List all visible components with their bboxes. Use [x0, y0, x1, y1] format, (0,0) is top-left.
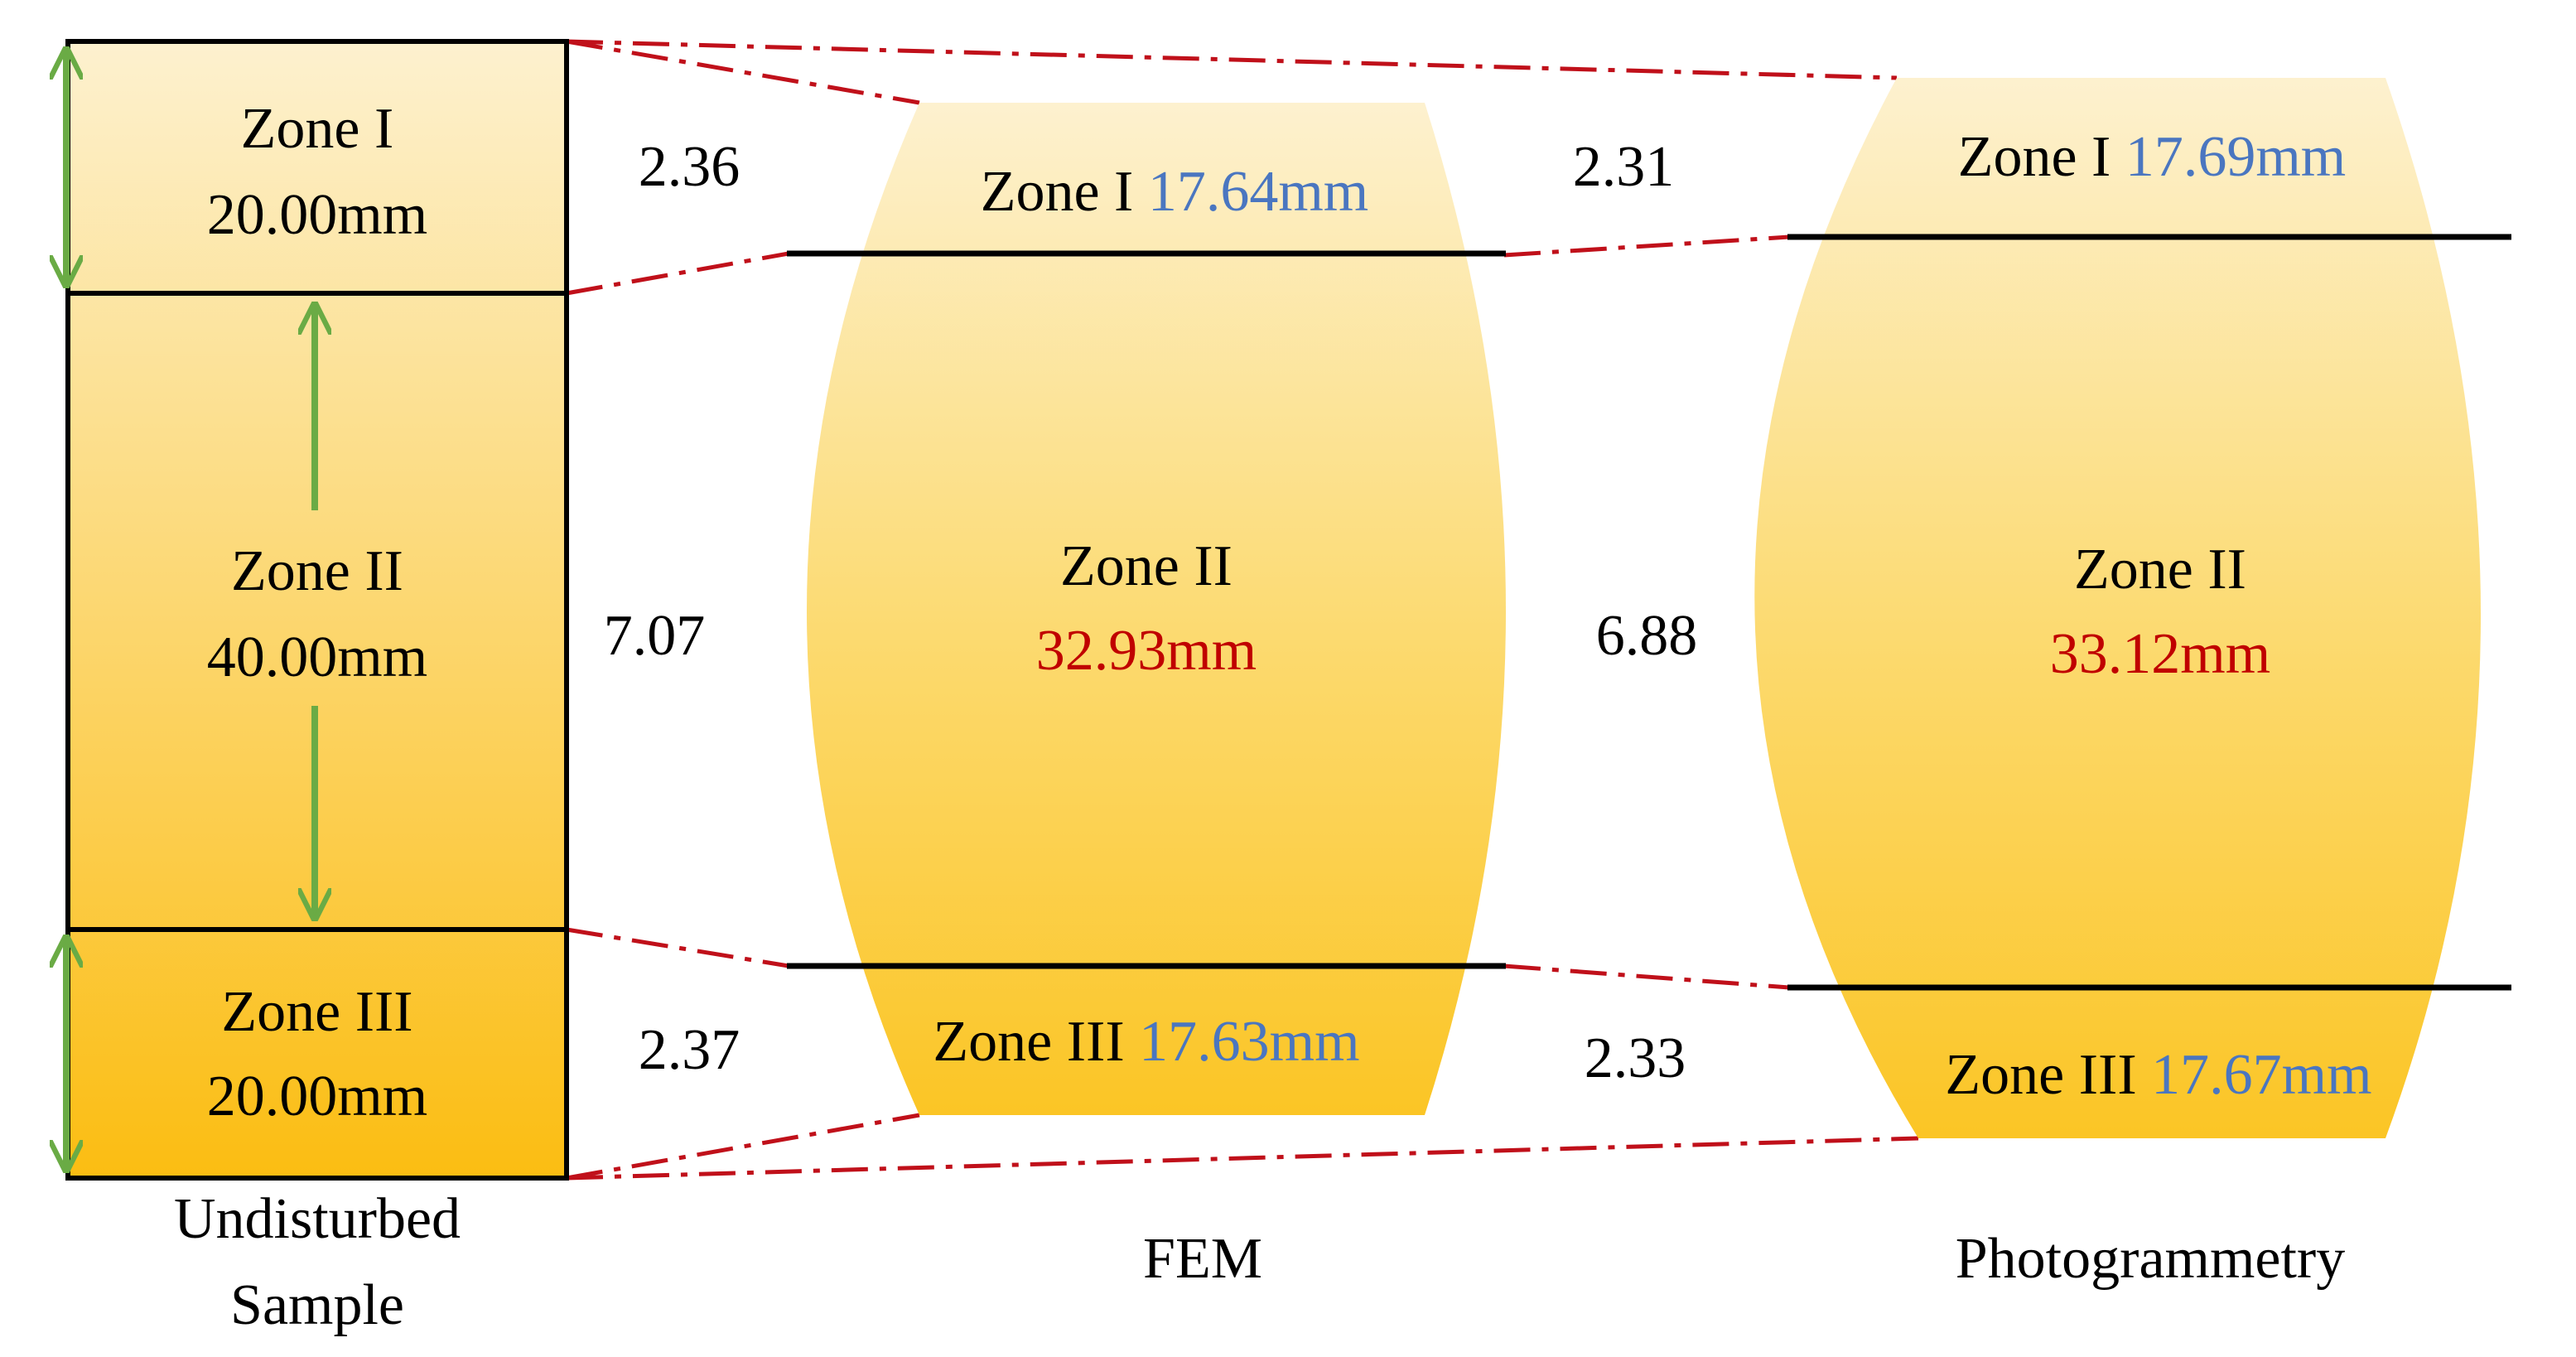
- connector-bottom-to-photo: [567, 1138, 1918, 1178]
- sample-caption-line1: Undisturbed: [174, 1187, 461, 1251]
- connector-fem-to-photo-upper: [1504, 237, 1789, 255]
- photo-zone3-value: 17.67mm: [2151, 1043, 2371, 1107]
- sample-zone2-value: 40.00mm: [207, 625, 427, 689]
- photo-zone3-name: Zone III: [1945, 1043, 2136, 1107]
- photo-zone2-name: Zone II: [2074, 538, 2246, 601]
- sample-zone2-name: Zone II: [231, 539, 403, 603]
- sample-zone1-name: Zone I: [241, 97, 394, 161]
- zone-diagram: Zone I 20.00mm Zone II 40.00mm Zone III …: [0, 0, 2576, 1357]
- connector-zone23-to-fem: [567, 930, 789, 966]
- fem-zone3-name: Zone III: [933, 1010, 1124, 1074]
- undisturbed-sample: Zone I 20.00mm Zone II 40.00mm Zone III …: [66, 41, 567, 1337]
- connector-zone12-to-fem: [567, 254, 789, 293]
- diff-fem-zone3: 2.37: [639, 1018, 740, 1082]
- sample-zone1-value: 20.00mm: [207, 183, 427, 247]
- photogrammetry-caption: Photogrammetry: [1956, 1227, 2345, 1291]
- sample-zone3-value: 20.00mm: [207, 1065, 427, 1128]
- diff-photo-zone2: 6.88: [1596, 604, 1698, 668]
- diff-photo-zone3: 2.33: [1585, 1026, 1686, 1090]
- fem-zone2-name: Zone II: [1060, 534, 1233, 598]
- fem-caption: FEM: [1143, 1227, 1262, 1291]
- diff-fem-zone1: 2.36: [639, 135, 740, 199]
- photo-zone2-value: 33.12mm: [2050, 622, 2270, 686]
- photo-zone1-label: Zone I 17.69mm: [1958, 125, 2347, 189]
- fem-zone2-value: 32.93mm: [1036, 619, 1257, 683]
- photo-zone1-value: 17.69mm: [2125, 125, 2346, 189]
- diff-fem-zone2: 7.07: [604, 604, 706, 668]
- connector-fem-to-photo-lower: [1504, 966, 1789, 988]
- photo-zone1-name: Zone I: [1958, 125, 2111, 189]
- connector-top-to-photo: [567, 41, 1897, 78]
- fem-zone3-value: 17.63mm: [1139, 1010, 1359, 1074]
- sample-caption-line2: Sample: [230, 1273, 404, 1337]
- fem-shape: Zone I 17.64mm Zone II 32.93mm Zone III …: [787, 103, 1506, 1291]
- diff-photo-column: 2.31 6.88 2.33: [1573, 135, 1698, 1090]
- sample-zone3-name: Zone III: [221, 980, 412, 1044]
- fem-zone1-name: Zone I: [981, 160, 1134, 224]
- fem-zone1-value: 17.64mm: [1148, 160, 1368, 224]
- photogrammetry-shape: Zone I 17.69mm Zone II 33.12mm Zone III …: [1754, 78, 2511, 1291]
- diff-photo-zone1: 2.31: [1573, 135, 1675, 199]
- photo-zone3-label: Zone III 17.67mm: [1945, 1043, 2371, 1107]
- diff-fem-column: 2.36 7.07 2.37: [604, 135, 740, 1082]
- fem-zone1-label: Zone I 17.64mm: [981, 160, 1369, 224]
- fem-zone3-label: Zone III 17.63mm: [933, 1010, 1359, 1074]
